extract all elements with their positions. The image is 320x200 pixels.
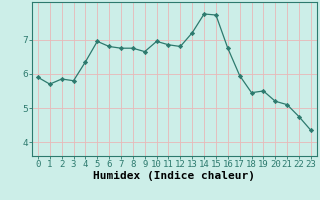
X-axis label: Humidex (Indice chaleur): Humidex (Indice chaleur) <box>93 171 255 181</box>
